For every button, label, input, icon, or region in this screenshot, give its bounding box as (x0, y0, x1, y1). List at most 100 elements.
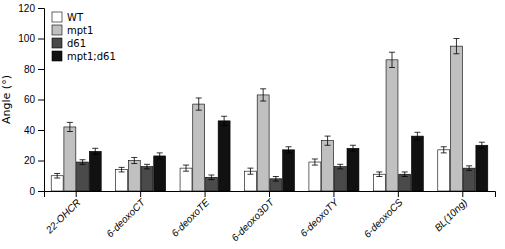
legend-swatch (52, 12, 62, 22)
bar (438, 150, 450, 191)
bar (334, 167, 346, 191)
bar (347, 148, 359, 191)
bar (89, 151, 101, 191)
y-tick-mark (38, 69, 44, 70)
error-bar (221, 116, 227, 125)
x-tick-label: BL(10ng) (432, 197, 469, 234)
x-tick-mark (333, 191, 334, 197)
error-bar (157, 153, 163, 159)
error-bar (337, 164, 343, 169)
error-bar (414, 132, 420, 140)
bar (141, 167, 153, 191)
legend-item: WT (52, 12, 84, 23)
legend-swatch (52, 38, 62, 48)
y-axis: 020406080100120 (18, 3, 44, 197)
error-bar (119, 167, 125, 172)
chart-svg: 02040608010012022-OHCR6-deoxoCT6-deoxoTE… (0, 0, 505, 249)
bar (309, 162, 321, 191)
error-bar (350, 145, 356, 151)
y-tick: 80 (24, 64, 44, 75)
x-tick: 22-OHCR (43, 191, 83, 236)
error-bar (92, 148, 98, 154)
y-tick: 100 (18, 33, 44, 44)
x-tick-mark (76, 191, 77, 197)
y-tick-label: 100 (18, 33, 35, 44)
x-tick-mark (398, 191, 399, 197)
x-tick-mark (462, 191, 463, 197)
error-bar (273, 177, 279, 182)
error-bar (325, 136, 331, 145)
y-tick: 120 (18, 3, 44, 14)
y-tick-mark (38, 130, 44, 131)
x-tick-label: 22-OHCR (43, 197, 83, 237)
bar (463, 168, 475, 191)
x-tick: 6-deoxoCS (362, 191, 405, 240)
x-tick: 6-deoxoCT (104, 191, 147, 239)
x-tick-label: 6-deoxoCS (362, 196, 405, 239)
bar (218, 121, 230, 191)
legend-item: mpt1;d61 (52, 51, 116, 62)
bar (411, 136, 423, 191)
y-tick-label: 80 (24, 64, 36, 75)
x-tick: 6-deoxo3DT (229, 191, 276, 243)
error-bar (131, 157, 137, 163)
legend-swatch (52, 25, 62, 35)
chart-container: 02040608010012022-OHCR6-deoxoCT6-deoxoTE… (0, 0, 505, 249)
x-tick-mark (269, 191, 270, 197)
y-tick-label: 120 (18, 3, 35, 14)
y-axis-line (38, 9, 45, 192)
error-bar (183, 165, 189, 171)
error-bar (67, 122, 73, 131)
bar (283, 150, 295, 191)
x-tick: 6-deoxoTY (298, 191, 341, 239)
error-bar (247, 168, 253, 174)
legend-label: WT (67, 12, 84, 23)
y-tick-mark (38, 39, 44, 40)
error-bar (441, 147, 447, 153)
error-bar (389, 52, 395, 67)
legend-label: d61 (67, 38, 86, 49)
y-tick-label: 40 (24, 125, 36, 136)
error-bar (54, 173, 60, 178)
bar (193, 104, 205, 191)
y-tick-label: 0 (29, 186, 35, 197)
x-tick-label: 6-deoxoTY (298, 196, 341, 239)
error-bar (260, 89, 266, 101)
legend-label: mpt1 (67, 25, 93, 36)
x-axis-line (45, 192, 496, 198)
y-axis-title: Angle (°) (0, 75, 13, 124)
bar (386, 60, 398, 191)
legend-swatch (52, 51, 62, 61)
bar (116, 170, 128, 191)
y-tick-mark (38, 161, 44, 162)
y-tick-mark (38, 100, 44, 101)
x-tick-label: 6-deoxoTE (169, 196, 212, 239)
marks (51, 39, 488, 192)
x-tick: BL(10ng) (432, 191, 469, 234)
bar (77, 162, 89, 191)
bar (450, 46, 462, 191)
x-tick-label: 6-deoxo3DT (229, 196, 276, 243)
error-bar (453, 39, 459, 54)
legend-item: mpt1 (52, 25, 93, 36)
series (89, 116, 488, 191)
bar (476, 145, 488, 191)
error-bar (402, 172, 408, 177)
series (64, 39, 463, 192)
bar (154, 156, 166, 191)
legend-label: mpt1;d61 (67, 51, 116, 62)
bar (128, 161, 140, 192)
error-bar (144, 164, 150, 169)
bar (257, 95, 269, 191)
error-bar (466, 166, 472, 171)
x-tick: 6-deoxoTE (169, 191, 212, 239)
error-bar (196, 98, 202, 110)
y-tick: 0 (29, 186, 44, 197)
bar (322, 141, 334, 191)
error-bar (376, 172, 382, 177)
legend-item: d61 (52, 38, 86, 49)
error-bar (479, 142, 485, 148)
plot-area: 02040608010012022-OHCR6-deoxoCT6-deoxoTE… (0, 3, 496, 244)
x-tick-mark (140, 191, 141, 197)
error-bar (286, 147, 292, 153)
